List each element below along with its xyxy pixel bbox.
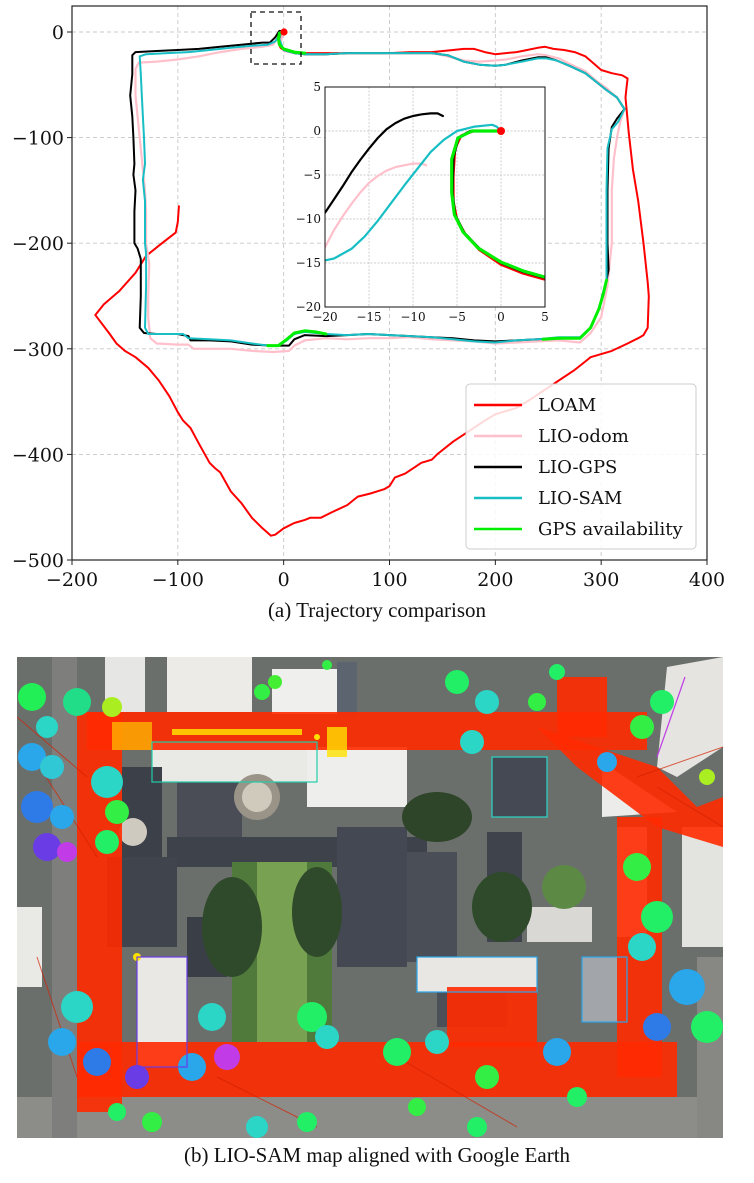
legend-label: LOAM: [538, 395, 596, 416]
inset-background: [325, 87, 545, 307]
x-tick-label: 200: [477, 569, 513, 591]
inset-y-tick-label: −5: [303, 168, 321, 182]
start-marker-main: [280, 28, 288, 36]
legend-label: GPS availability: [538, 519, 683, 540]
lio-sam-line: [138, 31, 626, 347]
inset-gps-availability-line: [450, 129, 545, 279]
point-cloud-streaks: [17, 716, 723, 1128]
inset-lio-sam-line: [325, 123, 503, 262]
y-tick-label: −500: [12, 550, 64, 572]
point-cloud-low: [112, 722, 347, 961]
greenery: [202, 792, 586, 1042]
inset-x-tick-label: −5: [448, 310, 466, 324]
inset-x-tick-label: −20: [312, 310, 337, 324]
y-tick-label: −400: [12, 444, 64, 466]
legend-box: [465, 383, 697, 550]
inset-frame: [324, 86, 546, 308]
legend-label: LIO-odom: [538, 426, 629, 447]
main-tick-labels: −200 −100 0 100 200 300 4000−100−200−300−400−5…: [12, 22, 725, 591]
inset-x-tick-label: −15: [356, 310, 381, 324]
point-cloud-trees: [18, 660, 723, 1138]
y-tick-label: −100: [12, 128, 64, 150]
inset-tick-labels: −20 −15 −10 −5 0 5 5 0 −5 −10 −15 −20: [296, 80, 549, 324]
inset-y-tick-label: 5: [313, 80, 321, 94]
inset-lio-odom-line: [325, 162, 428, 249]
legend-label: LIO-SAM: [538, 488, 622, 509]
y-tick-label: −300: [12, 339, 64, 361]
satellite-map-with-point-cloud: [17, 657, 723, 1138]
point-cloud-outlines: [136, 676, 686, 1068]
y-tick-label: −200: [12, 233, 64, 255]
x-tick-label: −200: [46, 569, 98, 591]
zoom-region-box: [250, 11, 302, 65]
inset-y-tick-label: 0: [313, 124, 321, 138]
inset-series-lines: [325, 112, 545, 281]
legend-label: LIO-GPS: [538, 457, 617, 478]
trajectory-comparison-chart: −20 −15 −10 −5 0 5 5 0 −5 −10 −15 −20 −200 −100 0 100 2…: [12, 5, 725, 591]
inset-x-tick-label: −10: [400, 310, 425, 324]
gps-availability-line: [276, 30, 307, 55]
caption-b: (b) LIO-SAM map aligned with Google Eart…: [183, 1143, 571, 1167]
lio-sam-map-image: [17, 657, 723, 1138]
x-tick-label: 400: [689, 569, 725, 591]
roads: [17, 657, 723, 1138]
inset-x-tick-label: 0: [497, 310, 505, 324]
inset-lio-gps-line: [325, 112, 444, 214]
x-tick-label: 0: [278, 569, 290, 591]
x-tick-label: −100: [152, 569, 204, 591]
gps-availability-line: [266, 329, 328, 348]
lio-odom-line: [134, 30, 626, 354]
x-tick-label: 300: [583, 569, 619, 591]
inset-y-tick-label: −15: [296, 256, 321, 270]
x-tick-label: 100: [371, 569, 407, 591]
inset-y-tick-label: −20: [296, 300, 321, 314]
legend: LOAM LIO-odom LIO-GPS LIO-SAM GPS availabili…: [465, 383, 697, 550]
caption-a: (a) Trajectory comparison: [267, 598, 487, 622]
y-tick-label: 0: [52, 22, 64, 44]
gps-availability-line: [541, 278, 608, 341]
start-marker-inset: [497, 127, 505, 135]
inset-y-tick-label: −10: [296, 212, 321, 226]
inset-x-tick-label: 5: [541, 310, 549, 324]
